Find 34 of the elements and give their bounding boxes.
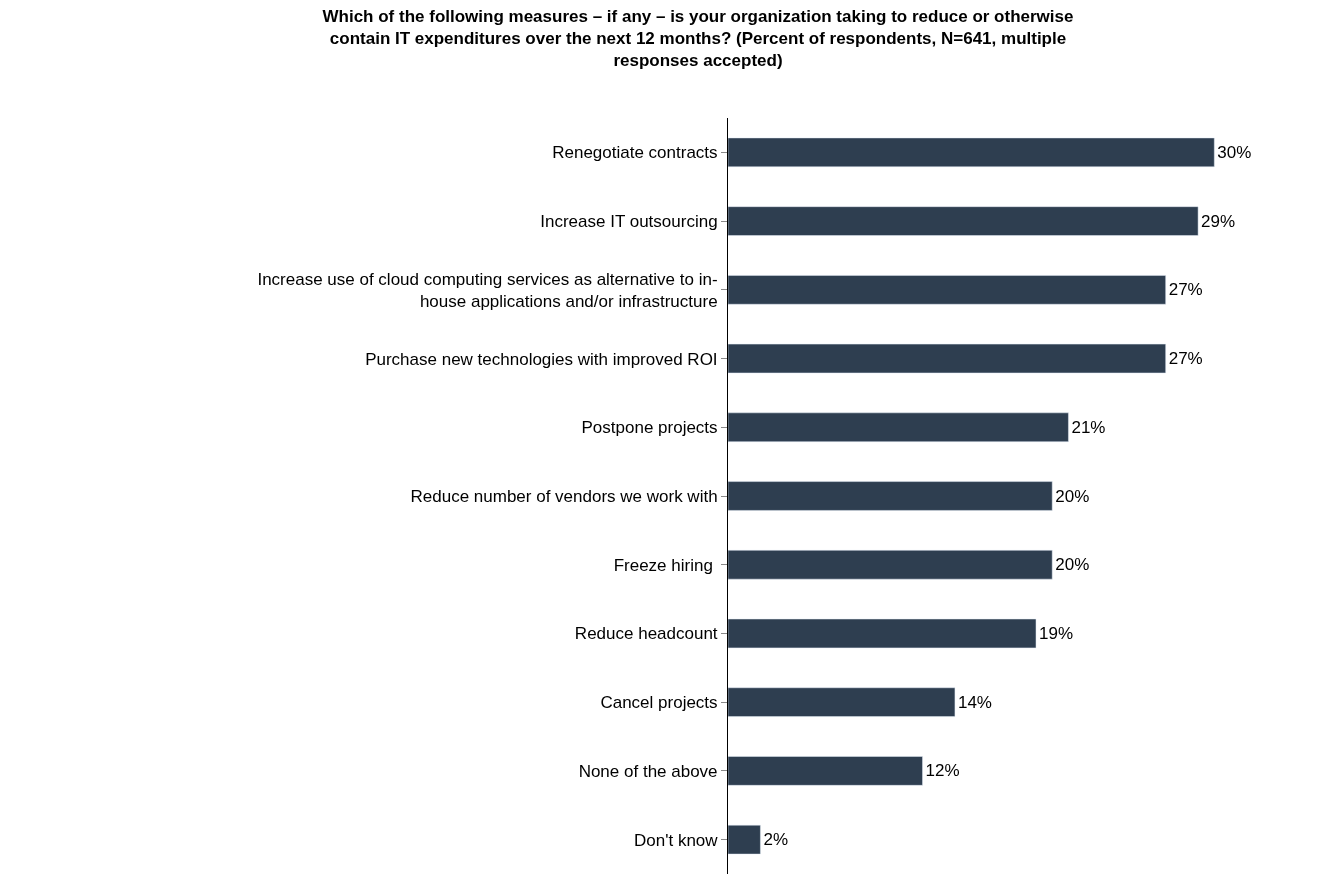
data-label: 27% (1168, 349, 1203, 369)
bar (728, 550, 1053, 580)
bar (728, 756, 923, 786)
data-label: 19% (1039, 623, 1074, 643)
data-label: 14% (957, 692, 992, 712)
bar (728, 618, 1037, 649)
y-tick-label: Postpone projects (581, 418, 718, 438)
bar (728, 824, 761, 855)
bar (728, 687, 956, 717)
bar (728, 412, 1069, 442)
data-label: 21% (1071, 417, 1106, 437)
bar (728, 137, 1215, 168)
y-tick-label: Cancel projects (600, 693, 718, 713)
y-tick-label: Reduce number of vendors we work with (410, 486, 718, 506)
data-label: 30% (1217, 142, 1252, 162)
y-tick-label: Purchase new technologies with improved ROI (365, 349, 718, 369)
y-tick-label: Renegotiate contracts (552, 143, 718, 163)
y-tick-label: Freeze hiring (613, 555, 718, 575)
y-tick-label: Increase IT outsourcing (540, 212, 718, 232)
data-label: 20% (1055, 486, 1090, 506)
y-tick-label: Reduce headcount (574, 624, 718, 644)
y-tick-label: None of the above (578, 761, 718, 781)
data-label: 27% (1168, 280, 1203, 300)
data-label: 29% (1201, 211, 1236, 231)
data-label: 2% (763, 830, 788, 850)
data-label: 12% (925, 761, 960, 781)
bar (728, 275, 1166, 305)
chart-title: Which of the following measures – if any – is your organization taking to reduce or otherwise contain IT expenditures over the next 12 months? (Percent of respondents, N=641, multiple responses accepted) (322, 6, 1074, 71)
data-label: 20% (1055, 555, 1090, 575)
bar (728, 206, 1199, 236)
y-tick-label: Increase use of cloud computing services as alternative to in- house applications and/or infrastructure (257, 269, 718, 311)
bar (728, 343, 1166, 374)
bar (728, 481, 1053, 511)
y-tick-label: Don't know (634, 830, 719, 850)
